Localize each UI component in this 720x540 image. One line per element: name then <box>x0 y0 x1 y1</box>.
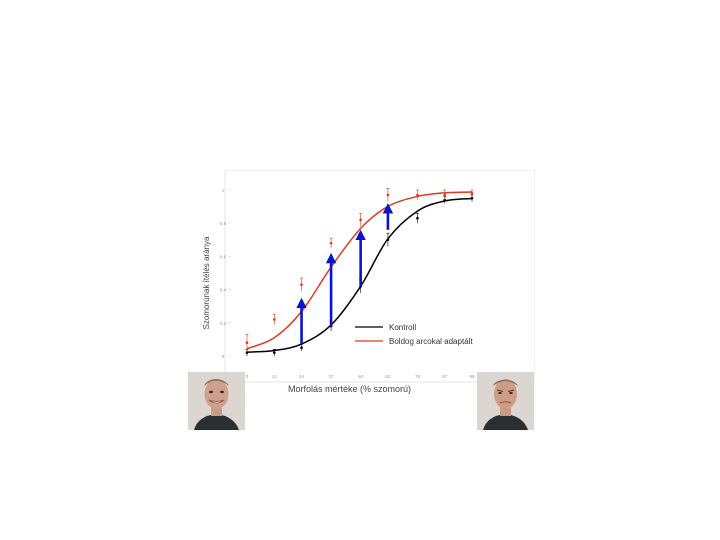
data-point <box>245 351 249 354</box>
y-tick-label: 0.2 <box>220 321 227 326</box>
x-axis-label: Morfolás mértéke (% szomorú) <box>288 384 411 394</box>
data-point <box>245 341 249 345</box>
data-point <box>470 192 474 195</box>
legend-label: Boldog arcokal adaptált <box>389 337 473 346</box>
x-tick-label: 99 <box>469 374 475 379</box>
data-point <box>272 351 276 354</box>
data-point <box>359 218 362 222</box>
y-tick-label: 0.8 <box>220 221 227 226</box>
data-point <box>416 193 419 197</box>
fit-curve-adapted <box>246 191 473 350</box>
data-point <box>272 318 276 321</box>
data-point <box>416 216 419 220</box>
data-point <box>386 193 390 197</box>
data-point <box>386 238 390 242</box>
x-tick-label: 75 <box>415 374 421 379</box>
chart: 0 0.2 0.4 0.6 0.8 1 0 12 24 37 50 62 75 87 99 Morfolás … <box>202 170 535 394</box>
data-point <box>470 197 474 200</box>
data-point <box>300 346 303 349</box>
figure-frame <box>224 170 535 383</box>
x-tick-label: 62 <box>385 374 391 379</box>
legend-label: Kontroll <box>389 323 416 332</box>
x-tick-label: 50 <box>358 374 364 379</box>
x-tick-label: 24 <box>299 374 305 379</box>
sad-face-photo <box>477 372 534 430</box>
x-tick-label: 37 <box>329 374 335 379</box>
y-axis-label: Szomorúnak ítélés aránya <box>202 236 211 329</box>
y-tick-label: 0.4 <box>220 288 227 293</box>
y-tick-label: 0 <box>222 354 225 359</box>
psychometric-figure: 0 0.2 0.4 0.6 0.8 1 0 12 24 37 50 62 75 87 99 Morfolás … <box>185 170 535 432</box>
data-point <box>329 241 333 245</box>
data-point <box>443 193 447 197</box>
y-tick-label: 1 <box>222 188 225 193</box>
y-tick-label: 0.6 <box>220 254 227 259</box>
happy-face-photo <box>188 372 245 430</box>
x-tick-label: 87 <box>442 374 448 379</box>
x-tick-label: 12 <box>272 374 278 379</box>
x-tick-label: 0 <box>246 374 249 379</box>
data-point <box>300 283 303 286</box>
